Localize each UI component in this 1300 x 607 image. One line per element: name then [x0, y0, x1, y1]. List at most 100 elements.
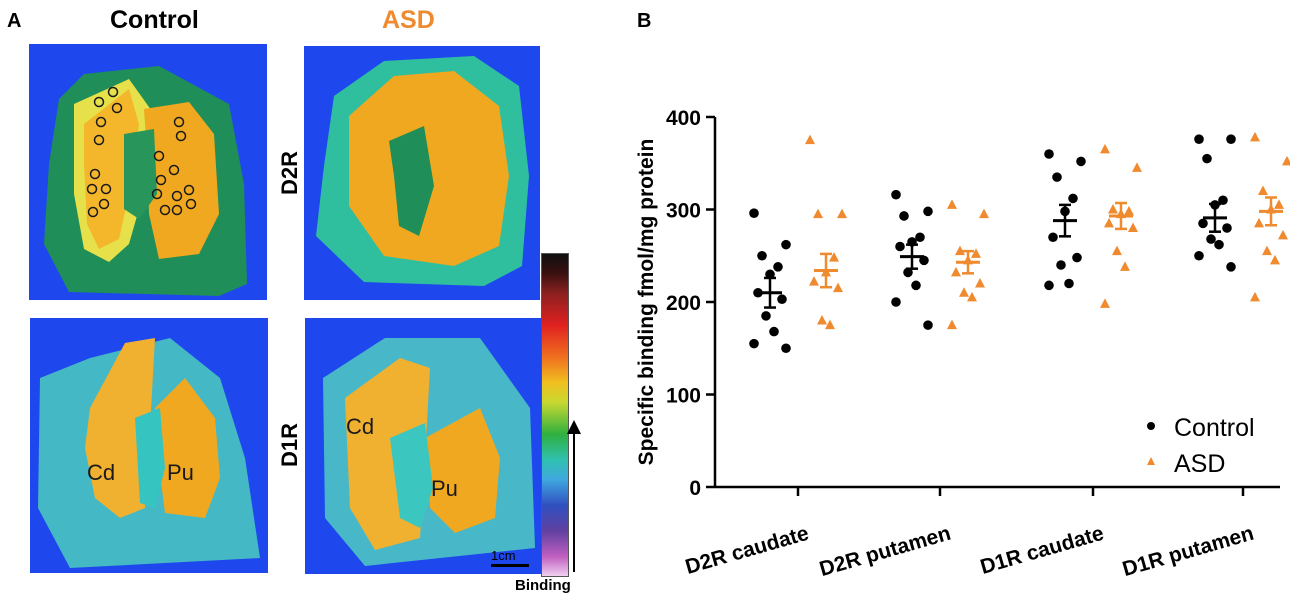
asd-point [1132, 162, 1142, 172]
control-point [773, 262, 783, 272]
control-point [895, 241, 905, 252]
binding-arrow [573, 430, 575, 572]
asd-point [1120, 261, 1130, 271]
x-tick-label: D2R caudate [683, 522, 812, 579]
panel-a-letter: A [7, 10, 22, 32]
row-label-d2r: D2R [277, 150, 303, 196]
control-point [891, 189, 901, 200]
x-tick-label: D2R putamen [817, 522, 953, 581]
control-point [1068, 193, 1078, 204]
y-tick-label: 300 [666, 200, 701, 223]
control-point [891, 297, 901, 307]
y-tick-label: 100 [666, 385, 701, 408]
control-point [1226, 134, 1236, 144]
asd-point [1112, 245, 1122, 256]
asd-point [1108, 204, 1118, 214]
control-point [1194, 134, 1204, 144]
control-point [1222, 223, 1232, 233]
asd-point [1270, 254, 1280, 265]
region-label-pu-control: Pu [167, 460, 194, 485]
control-point [1072, 252, 1082, 263]
control-point [1044, 149, 1054, 159]
control-point [1206, 234, 1216, 244]
control-point [757, 250, 767, 261]
asd-point [959, 287, 969, 297]
asd-point [951, 266, 961, 277]
control-point [1044, 280, 1054, 291]
asd-point [947, 199, 957, 209]
scan-asd-d1r [305, 318, 541, 574]
control-point [765, 269, 775, 280]
asd-point [825, 319, 835, 330]
asd-point [817, 315, 827, 325]
row-label-d1r: D1R [277, 422, 303, 468]
control-point [1048, 232, 1058, 243]
control-point [749, 338, 759, 349]
scan-control-d2r [29, 44, 267, 300]
asd-point [1128, 222, 1138, 232]
control-point [915, 232, 925, 243]
asd-point [813, 208, 823, 219]
asd-point [1104, 217, 1114, 228]
chart-marks [749, 131, 1290, 354]
control-point [1194, 250, 1204, 261]
asd-point [1274, 199, 1284, 209]
column-title-asd: ASD [382, 6, 435, 34]
control-point [1218, 195, 1228, 206]
asd-point [1250, 131, 1260, 142]
asd-point [1282, 155, 1290, 166]
control-point [781, 343, 791, 354]
legend-control-marker [1147, 422, 1155, 430]
control-point [749, 208, 759, 218]
asd-point [809, 276, 819, 286]
control-point [923, 320, 933, 330]
region-label-cd-asd: Cd [346, 414, 375, 439]
binding-arrow-head [567, 420, 581, 434]
asd-point [1124, 205, 1134, 216]
control-point [761, 311, 771, 321]
asd-point [1100, 143, 1110, 154]
asd-point [1278, 229, 1288, 240]
control-point [923, 206, 933, 217]
control-point [1226, 262, 1236, 272]
asd-point [833, 282, 843, 293]
asd-point [805, 134, 815, 145]
control-point [1052, 172, 1062, 182]
region-label-pu-asd: Pu [431, 476, 458, 501]
control-point [1064, 278, 1074, 289]
x-tick-label: D1R putamen [1120, 522, 1256, 581]
binding-color-scale [541, 253, 569, 577]
control-point [1076, 156, 1086, 167]
asd-point [829, 252, 839, 262]
asd-point [979, 208, 989, 219]
asd-point [1250, 291, 1260, 302]
scan-control-d1r [30, 318, 268, 573]
asd-point [967, 291, 977, 302]
control-point [1056, 260, 1066, 270]
chart-axes: 0 100 200 300 400 D2R caudate D2R putamen D1R c… [635, 107, 1280, 581]
legend-asd-marker [1147, 457, 1155, 465]
scan-asd-d2r [304, 46, 540, 300]
legend-label: ASD [1174, 450, 1225, 478]
asd-point [1262, 245, 1272, 256]
y-tick-label: 400 [666, 107, 701, 130]
control-point [1198, 218, 1208, 229]
binding-label: Binding [515, 577, 571, 594]
region-label-cd-control: Cd [87, 460, 116, 485]
control-point [781, 239, 791, 250]
asd-point [1254, 217, 1264, 228]
x-tick-label: D1R caudate [978, 522, 1107, 579]
control-point [903, 267, 913, 278]
asd-point [837, 208, 847, 219]
binding-scatter-chart: 0 100 200 300 400 D2R caudate D2R putamen D1R c… [635, 107, 1290, 581]
y-axis-label: Specific binding fmol/mg protein [635, 139, 658, 466]
scale-bar-label: 1cm [491, 548, 516, 563]
control-point [899, 211, 909, 221]
asd-point [971, 248, 981, 258]
asd-point [1258, 185, 1268, 195]
asd-point [955, 245, 965, 256]
y-tick-label: 0 [689, 477, 701, 500]
panel-b-letter: B [637, 10, 652, 32]
chart-legend: Control ASD [1147, 414, 1255, 478]
asd-point [947, 319, 957, 330]
